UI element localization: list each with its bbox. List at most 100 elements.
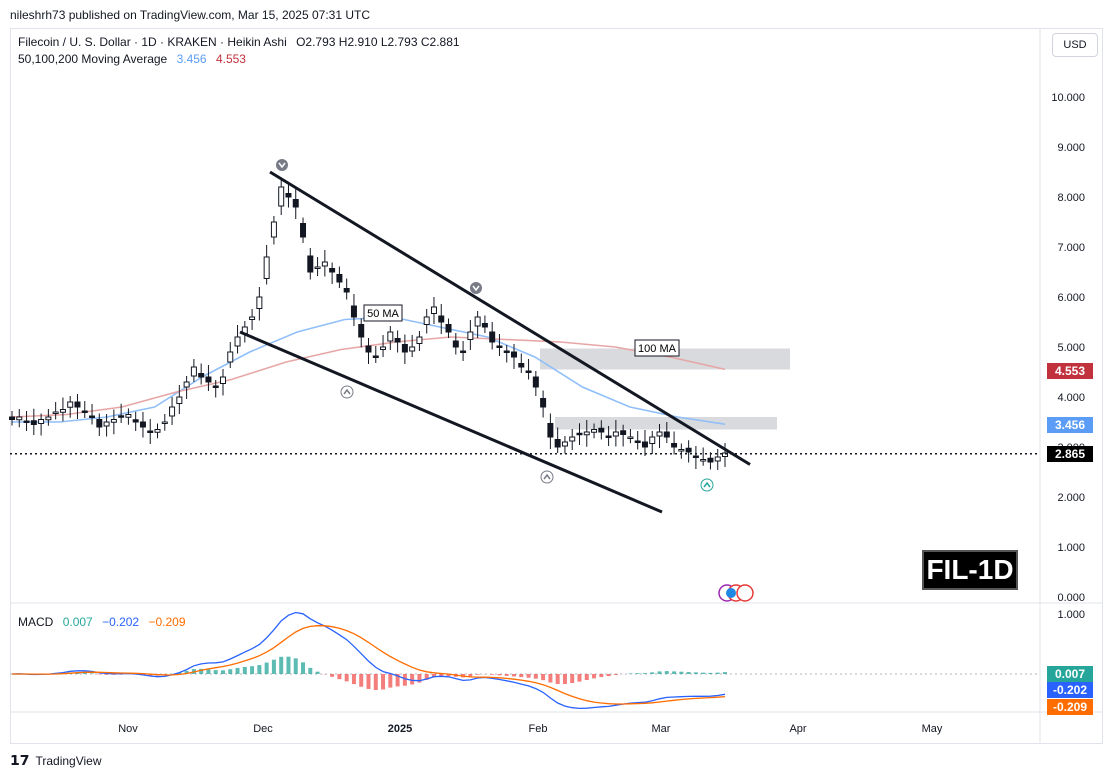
- price-tick: 6.000: [1057, 292, 1085, 304]
- upper-trendline: [269, 170, 751, 466]
- currency-button[interactable]: USD: [1052, 33, 1098, 57]
- events-icon[interactable]: [718, 584, 754, 602]
- candle-body: [714, 456, 721, 462]
- last-price-tag: 2.865: [1047, 446, 1093, 462]
- candle-body: [270, 221, 277, 238]
- candle-body: [685, 447, 692, 453]
- candle-body: [169, 406, 176, 417]
- candle-body: [489, 331, 496, 343]
- ma100-annotation-text: 100 MA: [638, 343, 677, 355]
- macd-hist-bar: [111, 674, 116, 675]
- candle-body: [700, 459, 707, 462]
- candle-body: [416, 336, 423, 344]
- macd-hist-bar: [686, 671, 691, 674]
- trendlines: [239, 170, 751, 514]
- price-tick: 0.000: [1057, 592, 1085, 604]
- candle-body: [176, 396, 183, 404]
- time-axis: Nov Dec 2025 Feb Mar Apr May: [118, 723, 943, 735]
- macd-hist-bar: [613, 674, 618, 675]
- candle-body: [554, 439, 561, 448]
- candle-body: [183, 381, 190, 388]
- macd-hist-bar: [431, 674, 436, 678]
- macd-hist-bar: [497, 674, 502, 676]
- macd-line-value: −0.202: [102, 615, 140, 629]
- price-axis: 10.0009.0008.0007.0006.0005.0004.0003.00…: [1051, 92, 1085, 621]
- candle-body: [285, 193, 292, 198]
- footer-brand[interactable]: 𝟭𝟳 TradingView: [10, 752, 102, 769]
- candle-body: [278, 186, 285, 207]
- macd-hist-bar: [184, 670, 189, 674]
- signal-line: [12, 625, 726, 705]
- ma100-annotation: 100 MA: [634, 339, 680, 357]
- macd-hist-bar: [657, 671, 662, 674]
- macd-hist-bar: [228, 669, 233, 674]
- candle-body: [707, 457, 714, 463]
- time-tick: Mar: [652, 723, 671, 735]
- candle-body: [103, 421, 110, 427]
- macd-hist-bar: [519, 674, 524, 678]
- candle-body: [300, 223, 307, 238]
- macd-hist-bar: [286, 656, 291, 674]
- symbol-title: Filecoin / U. S. Dollar · 1D · KRAKEN · …: [18, 35, 287, 49]
- macd-hist-bar: [490, 674, 495, 675]
- macd-hist-bar: [475, 674, 480, 675]
- candle-body: [474, 316, 481, 327]
- price-tick: 4.000: [1057, 392, 1085, 404]
- candle-body: [467, 331, 474, 340]
- candle-body: [358, 324, 365, 338]
- macd-hist-bar: [533, 674, 538, 679]
- candle-body: [532, 376, 539, 388]
- candle-body: [16, 416, 23, 421]
- ma100-price-tag: 4.553: [1047, 363, 1093, 379]
- candle-body: [52, 411, 59, 414]
- resistance-zone: [555, 417, 777, 430]
- macd-pane: [10, 611, 1040, 710]
- candle-body: [445, 324, 452, 333]
- macd-hist-bar: [220, 670, 225, 674]
- candle-body: [372, 355, 379, 358]
- price-tick: 9.000: [1057, 142, 1085, 154]
- macd-hist-bar: [177, 672, 182, 674]
- macd-hist-bar: [293, 658, 298, 674]
- ma50-annotation: 50 MA: [363, 304, 403, 322]
- candle-body: [518, 363, 525, 368]
- ma50-annotation-text: 50 MA: [367, 308, 399, 320]
- candle-body: [649, 436, 656, 444]
- candle-body: [671, 443, 678, 448]
- candle-body: [205, 376, 212, 383]
- macd-hist-bar: [701, 672, 706, 674]
- candle-body: [641, 441, 648, 448]
- candle-body: [161, 421, 168, 424]
- macd-signal-tag: -0.209: [1047, 699, 1093, 715]
- macd-hist-bar: [410, 674, 415, 685]
- candle-body: [154, 429, 161, 433]
- macd-hist-bar: [337, 674, 342, 680]
- macd-hist-bar: [308, 667, 313, 674]
- macd-hist-bar: [664, 671, 669, 674]
- candle-body: [634, 440, 641, 443]
- candle-body: [132, 419, 139, 423]
- candle-body: [496, 345, 503, 348]
- macd-hist-bar: [526, 674, 531, 678]
- ohlc-values: O2.793 H2.910 L2.793 C2.881: [296, 35, 460, 49]
- symbol-legend: Filecoin / U. S. Dollar · 1D · KRAKEN · …: [18, 35, 460, 49]
- candle-body: [663, 431, 670, 438]
- candle-body: [190, 366, 197, 377]
- brand-name: TradingView: [35, 753, 102, 768]
- macd-hist-bar: [250, 666, 255, 674]
- candle-body: [110, 419, 117, 423]
- macd-hist-bar: [672, 671, 677, 674]
- macd-hist-bar: [199, 668, 204, 674]
- macd-hist-bar: [279, 656, 284, 674]
- candle-body: [67, 401, 74, 408]
- macd-hist-bar: [562, 674, 567, 684]
- macd-hist-bar: [344, 674, 349, 682]
- arrow-up-icon: [340, 385, 354, 399]
- macd-line-tag: -0.202: [1047, 682, 1093, 698]
- resistance-zone: [540, 348, 790, 370]
- macd-signal-value: −0.209: [148, 615, 186, 629]
- candle-body: [561, 441, 568, 447]
- candle-body: [307, 255, 314, 273]
- macd-hist-bar: [82, 672, 87, 674]
